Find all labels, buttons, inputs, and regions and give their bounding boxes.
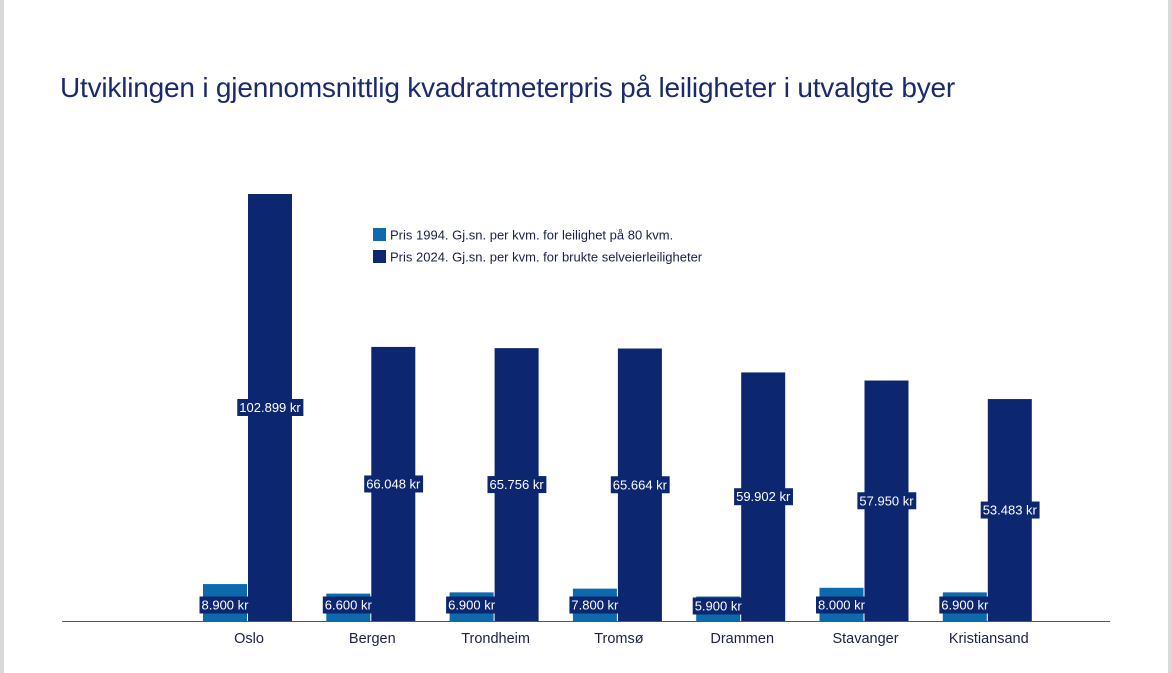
data-label-2024-tromsø-bg bbox=[610, 476, 670, 494]
data-label-2024-stavanger: 57.950 kr bbox=[859, 493, 914, 508]
data-label-2024-drammen: 59.902 kr bbox=[736, 489, 791, 504]
data-label-1994-trondheim-bg bbox=[446, 596, 498, 614]
data-label-2024-bergen: 66.048 kr bbox=[366, 476, 421, 491]
data-label-1994-kristiansand: 6.900 kr bbox=[941, 598, 989, 613]
data-label-1994-kristiansand-bg bbox=[939, 596, 991, 614]
legend-label-1994: Pris 1994. Gj.sn. per kvm. for leilighet… bbox=[390, 228, 673, 243]
chart-page: Utviklingen i gjennomsnittlig kvadratmet… bbox=[4, 0, 1168, 673]
data-label-1994-oslo-bg bbox=[199, 596, 252, 614]
legend-swatch-1994 bbox=[373, 228, 386, 241]
x-tick-label-drammen: Drammen bbox=[710, 631, 774, 647]
data-label-1994-oslo: 8.900 kr bbox=[202, 598, 250, 613]
x-tick-label-bergen: Bergen bbox=[349, 631, 396, 647]
data-label-1994-bergen-bg bbox=[322, 596, 375, 614]
data-label-2024-stavanger-bg bbox=[857, 492, 917, 510]
data-label-2024-kristiansand-bg bbox=[980, 501, 1040, 519]
data-label-2024-kristiansand: 53.483 kr bbox=[983, 503, 1038, 518]
x-tick-label-kristiansand: Kristiansand bbox=[949, 631, 1029, 647]
x-tick-label-trondheim: Trondheim bbox=[461, 631, 530, 647]
data-label-2024-trondheim-bg bbox=[487, 476, 547, 494]
bar-chart: Oslo 8.900 kr 102.899 kr Bergen 6.600 kr 66.0… bbox=[62, 194, 1110, 647]
data-label-2024-tromsø: 65.664 kr bbox=[613, 477, 668, 492]
data-label-1994-bergen: 6.600 kr bbox=[325, 598, 373, 613]
data-label-2024-oslo-bg bbox=[237, 399, 304, 416]
data-label-2024-oslo: 102.899 kr bbox=[239, 400, 301, 415]
x-tick-label-oslo: Oslo bbox=[234, 631, 264, 647]
data-label-1994-stavanger: 8.000 kr bbox=[818, 598, 866, 613]
data-label-2024-bergen-bg bbox=[364, 475, 424, 493]
data-label-2024-trondheim: 65.756 kr bbox=[489, 477, 544, 492]
data-label-1994-stavanger-bg bbox=[816, 596, 868, 614]
data-label-1994-trondheim: 6.900 kr bbox=[448, 598, 496, 613]
data-label-1994-tromsø: 7.800 kr bbox=[571, 598, 619, 613]
x-tick-label-tromsø: Tromsø bbox=[594, 631, 644, 647]
legend-label-2024: Pris 2024. Gj.sn. per kvm. for brukte se… bbox=[390, 250, 703, 265]
chart-title: Utviklingen i gjennomsnittlig kvadratmet… bbox=[60, 72, 956, 103]
legend-swatch-2024 bbox=[373, 250, 386, 263]
data-label-1994-drammen-bg bbox=[692, 597, 745, 615]
data-label-2024-drammen-bg bbox=[734, 488, 793, 506]
data-label-1994-drammen: 5.900 kr bbox=[695, 599, 743, 614]
x-tick-label-stavanger: Stavanger bbox=[832, 631, 898, 647]
data-label-1994-tromsø-bg bbox=[569, 596, 622, 614]
